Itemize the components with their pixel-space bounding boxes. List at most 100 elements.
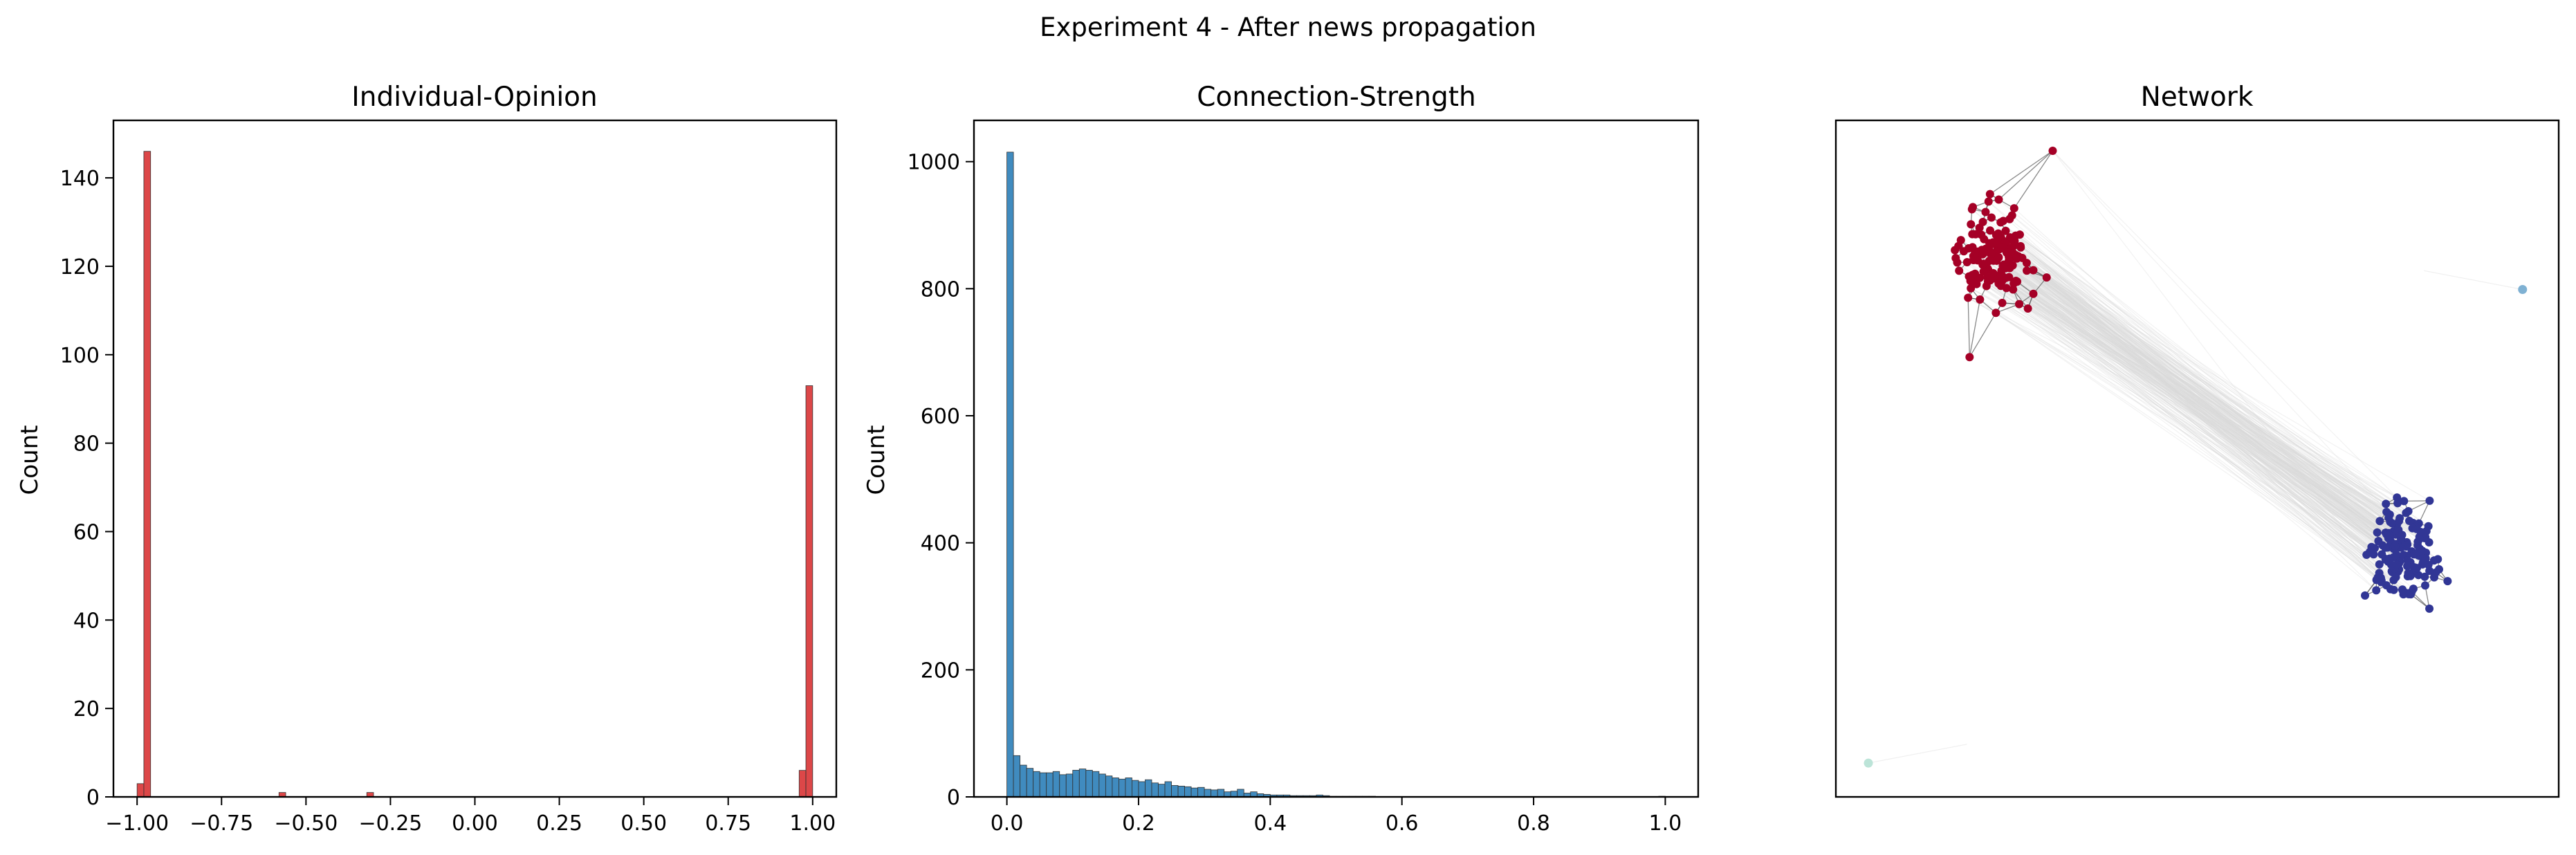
network-node — [1984, 197, 1993, 206]
network-cross-edge — [1985, 212, 2386, 504]
opinion-histogram-title: Individual-Opinion — [351, 82, 598, 113]
network-node — [2372, 586, 2381, 595]
opinion-xtick-label: 0.75 — [705, 811, 751, 836]
strength-ytick-label: 200 — [921, 659, 960, 683]
network-cross-edge — [1992, 241, 2407, 557]
network-cross-edge — [1995, 278, 2389, 518]
network-cross-edge — [2003, 248, 2393, 524]
network-node — [2389, 585, 2398, 594]
network-cross-edge — [1996, 242, 2412, 552]
network-cross-edge — [2012, 288, 2417, 574]
network-cross-edge — [1981, 249, 2391, 540]
network-cross-edge — [2015, 235, 2382, 578]
network-cross-edge — [1998, 239, 2425, 553]
network-cross-edge — [1983, 239, 2427, 553]
network-node — [1964, 293, 1973, 302]
strength-histogram-bars — [1006, 151, 1666, 798]
opinion-histogram-bars — [136, 151, 813, 798]
network-cross-edge — [2000, 222, 2420, 540]
network-cross-edge — [1980, 234, 2406, 546]
opinion-ytick-label: 120 — [60, 255, 100, 279]
strength-bar — [1085, 770, 1093, 798]
network-cross-edge — [2033, 270, 2386, 504]
network-cross-edge — [1973, 259, 2440, 570]
network-cross-edge — [1987, 268, 2415, 570]
opinion-xtick-label: −0.50 — [274, 811, 338, 836]
network-cross-edge — [2005, 230, 2411, 595]
network-cross-edge — [1987, 281, 2429, 543]
network-cross-edge — [2001, 248, 2407, 513]
network-cross-edge — [1958, 270, 2427, 532]
network-cross-edge — [2014, 245, 2420, 524]
strength-bar — [1125, 778, 1132, 798]
network-node — [2029, 266, 2038, 275]
strength-xtick-label: 0.6 — [1386, 811, 1419, 836]
network-cross-edge — [2009, 259, 2386, 533]
strength-bar — [1046, 772, 1054, 798]
network-cross-edge — [1960, 239, 2413, 529]
network-node — [1980, 235, 1989, 243]
network-cross-edge — [1989, 243, 2411, 576]
network-node — [2421, 554, 2430, 563]
network-cross-edge — [2052, 150, 2382, 578]
network-cross-edge — [2009, 267, 2400, 562]
network-cross-edge — [2007, 252, 2420, 524]
network-node — [1986, 226, 1995, 235]
network-cross-edge — [1990, 251, 2379, 542]
network-cross-edge — [1982, 221, 2403, 591]
network-cross-edge — [2010, 239, 2413, 529]
network-cross-edge — [2016, 281, 2404, 555]
network-cross-edge — [2009, 237, 2390, 559]
network-cross-edge — [2012, 265, 2379, 542]
strength-bar — [1013, 755, 1021, 798]
network-node — [2415, 535, 2424, 544]
network-edge — [1989, 150, 2053, 195]
network-cross-edge — [2014, 245, 2387, 586]
network-cross-edge — [1963, 250, 2395, 591]
network-cross-edge — [1989, 243, 2420, 549]
strength-bar — [1052, 771, 1060, 798]
network-cross-edge — [2016, 281, 2409, 564]
network-cross-edge — [2014, 245, 2429, 543]
network-cross-edge — [2033, 270, 2409, 595]
network-cross-edge — [1972, 206, 2435, 578]
network-cross-edge — [2006, 246, 2438, 560]
network-cross-edge — [1998, 283, 2420, 557]
network-cross-edge — [2015, 235, 2399, 531]
network-cross-edge — [2010, 239, 2408, 567]
network-cross-edge — [2013, 283, 2379, 542]
strength-ytick-label: 1000 — [908, 151, 960, 175]
network-cross-edge — [2005, 277, 2383, 546]
network-node — [2393, 493, 2402, 502]
network-cross-edge — [2005, 268, 2419, 556]
network-plot: Network — [1834, 82, 2560, 798]
network-cross-edge — [1993, 260, 2386, 560]
network-cross-edge — [2002, 279, 2386, 504]
network-node — [1991, 309, 2000, 318]
strength-bar — [1190, 787, 1199, 798]
network-node — [2385, 510, 2394, 519]
network-node — [2375, 560, 2384, 569]
network-plot-frame — [1834, 119, 2560, 798]
network-cross-edge — [2027, 308, 2398, 498]
network-cross-edge — [2015, 235, 2423, 565]
network-cross-edge — [2027, 308, 2367, 555]
network-cross-edge — [1973, 255, 2389, 534]
network-cross-edge — [1996, 260, 2380, 522]
network-cross-edge — [2052, 150, 2398, 498]
network-cross-edge — [1989, 243, 2379, 542]
network-cross-edge — [1991, 254, 2396, 550]
network-cross-edge — [2016, 280, 2415, 555]
network-cross-edge — [2001, 248, 2419, 576]
network-node — [2366, 547, 2375, 556]
network-node — [1982, 282, 1991, 291]
network-cross-edge — [2009, 277, 2390, 562]
network-cross-edge — [2009, 261, 2423, 551]
network-cross-edge — [1973, 255, 2378, 580]
network-cross-edge — [2003, 265, 2407, 557]
network-node — [2011, 250, 2020, 259]
network-cross-edge — [1992, 254, 2383, 546]
network-cross-edge — [1993, 260, 2396, 546]
network-cross-edge — [1986, 285, 2389, 562]
network-cross-edge — [2027, 308, 2399, 548]
